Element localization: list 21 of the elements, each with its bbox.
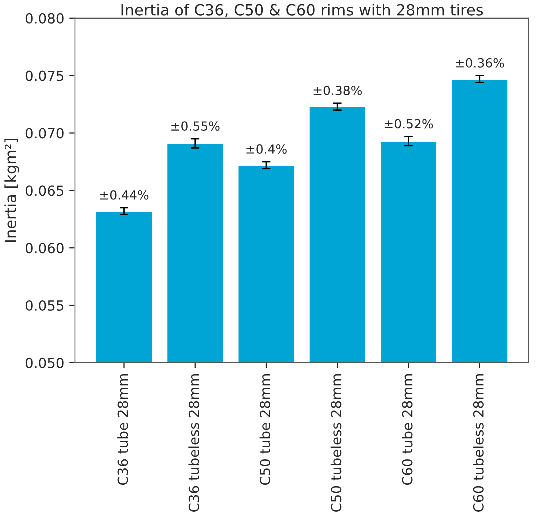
x-tick-label: C50 tube 28mm	[260, 374, 271, 486]
chart-title: Inertia of C36, C50 & C60 rims with 28mm tires	[122, 4, 484, 18]
x-tick-label: C50 tubeless 28mm	[330, 374, 342, 512]
x-tick-label: C36 tube 28mm	[118, 374, 128, 486]
y-tick-label: 0.050	[26, 358, 64, 368]
annotation: ±0.36%	[456, 58, 504, 68]
annotation: ±0.52%	[384, 119, 434, 129]
y-tick-label: 0.055	[26, 300, 64, 311]
y-tick-label: 0.075	[26, 70, 64, 82]
y-tick-label: 0.060	[26, 243, 64, 254]
y-tick-label: 0.065	[26, 186, 64, 196]
y-tick-label: 0.080	[26, 13, 64, 24]
annotation: ±0.4%	[246, 144, 287, 154]
annotation: ±0.38%	[314, 86, 362, 96]
y-axis-title: Inertia [kgm²]	[4, 139, 20, 242]
x-tick-label: C60 tubeless 28mm	[473, 374, 484, 512]
annotation: ±0.44%	[100, 190, 149, 200]
annotation: ±0.55%	[172, 122, 220, 132]
x-tick-label: C60 tube 28mm	[402, 374, 413, 486]
x-tick-label: C36 tubeless 28mm	[188, 374, 200, 512]
y-tick-label: 0.070	[26, 128, 64, 139]
